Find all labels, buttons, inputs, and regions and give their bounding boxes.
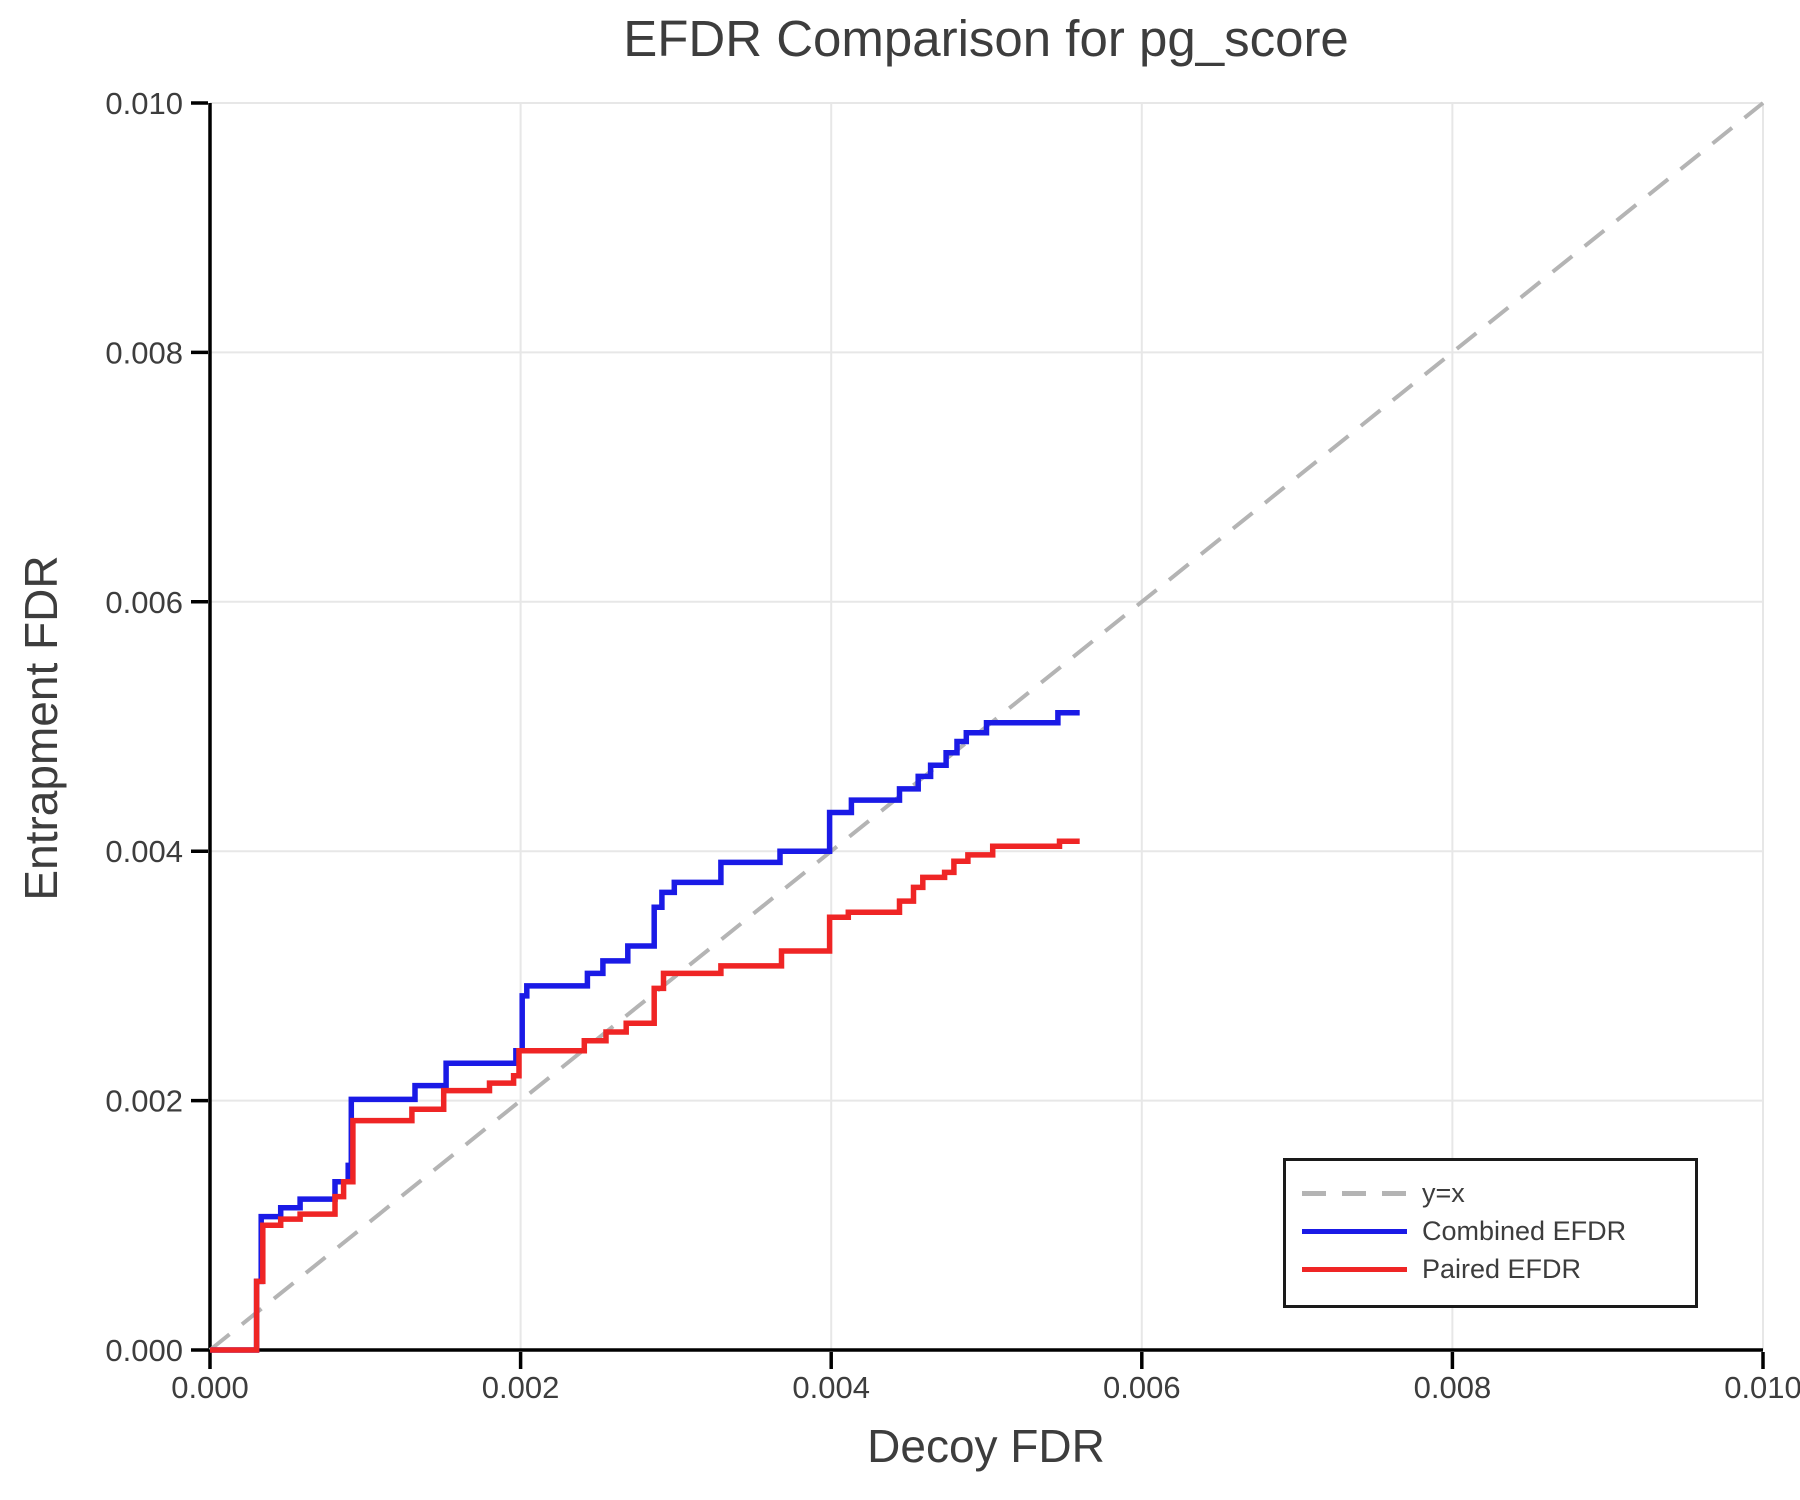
x-tick-label: 0.000 <box>171 1370 249 1405</box>
identity-line-swatch <box>1302 1190 1407 1196</box>
grid-layer <box>210 102 1764 1350</box>
y-tick-label: 0.006 <box>105 585 183 620</box>
tick-label-layer: 0.000 0.002 0.004 0.006 0.008 0.010 0.000 0.002… <box>105 86 1800 1405</box>
axis-layer <box>191 101 1765 1369</box>
series-layer <box>208 101 1765 1353</box>
paired-efdr-swatch <box>1302 1266 1407 1272</box>
x-tick-label: 0.004 <box>792 1370 870 1405</box>
legend-box: y=x Combined EFDR Paired EFDR <box>1283 1158 1698 1308</box>
x-tick-label: 0.010 <box>1724 1370 1800 1405</box>
legend-label-paired: Paired EFDR <box>1422 1253 1582 1284</box>
x-tick-label: 0.002 <box>482 1370 560 1405</box>
y-tick-label: 0.004 <box>105 834 183 869</box>
y-tick-label: 0.002 <box>105 1084 183 1119</box>
legend-entry-combined: Combined EFDR <box>1286 1212 1695 1250</box>
combined-efdr-swatch <box>1302 1228 1407 1234</box>
y-tick-label: 0.000 <box>105 1333 183 1368</box>
legend-entry-paired: Paired EFDR <box>1286 1250 1695 1288</box>
y-axis-title: Entrapment FDR <box>15 555 67 900</box>
x-axis-title: Decoy FDR <box>867 1420 1105 1472</box>
legend-label-combined: Combined EFDR <box>1422 1215 1627 1246</box>
legend-label-identity: y=x <box>1422 1177 1465 1208</box>
y-tick-label: 0.010 <box>105 86 183 121</box>
y-tick-label: 0.008 <box>105 335 183 370</box>
legend-entry-identity: y=x <box>1286 1174 1695 1212</box>
paired-efdr-curve <box>210 838 1080 1353</box>
chart-title: EFDR Comparison for pg_score <box>623 10 1349 67</box>
combined-efdr-curve <box>210 710 1080 1353</box>
x-tick-label: 0.006 <box>1103 1370 1181 1405</box>
x-tick-label: 0.008 <box>1414 1370 1492 1405</box>
